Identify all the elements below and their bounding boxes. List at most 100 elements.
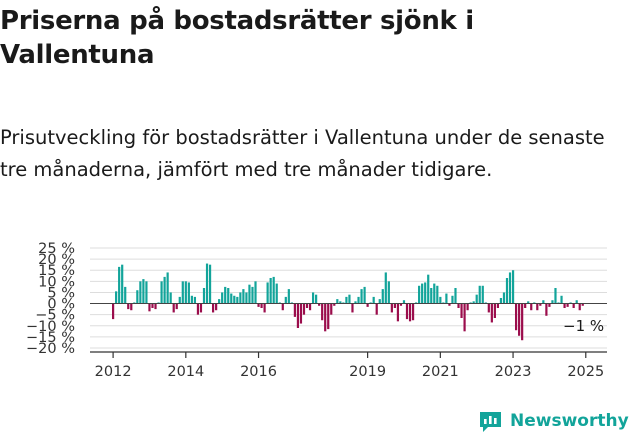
bars xyxy=(112,263,584,341)
x-tick-label: 2025 xyxy=(567,364,604,380)
y-tick-label: −5 % xyxy=(35,308,75,324)
bar xyxy=(215,303,218,311)
bar xyxy=(372,296,375,304)
bar xyxy=(505,278,509,304)
bar xyxy=(439,296,442,304)
bar xyxy=(172,303,175,313)
bar xyxy=(560,295,563,304)
bar xyxy=(318,303,321,306)
bar xyxy=(499,298,503,304)
last-value-annotation: −1 % xyxy=(563,317,604,335)
bar xyxy=(166,272,169,304)
bar xyxy=(139,281,142,304)
y-tick-label: 5 % xyxy=(47,285,75,301)
bar xyxy=(260,303,263,308)
bar xyxy=(493,303,496,318)
bar xyxy=(508,272,512,304)
bar xyxy=(481,285,484,304)
bar xyxy=(127,303,130,310)
bar xyxy=(151,303,154,308)
bar xyxy=(230,293,233,304)
bar xyxy=(466,303,469,311)
bar xyxy=(478,285,481,304)
bar xyxy=(284,296,287,304)
bar xyxy=(266,282,269,304)
x-tick-label: 2023 xyxy=(495,364,532,380)
bar xyxy=(548,303,551,307)
bar xyxy=(115,291,118,304)
bar xyxy=(375,303,378,315)
y-tick-label: 15 % xyxy=(38,263,75,279)
bar xyxy=(472,301,475,304)
y-tick-label: 20 % xyxy=(38,252,75,268)
bar xyxy=(184,281,187,304)
bar xyxy=(160,281,163,304)
bar xyxy=(290,302,293,304)
bar xyxy=(208,264,212,304)
bar xyxy=(442,302,445,304)
bar xyxy=(451,295,454,304)
bar xyxy=(536,303,539,311)
newsworthy-brand: Newsworthy xyxy=(478,408,629,434)
bar xyxy=(199,303,203,313)
bar xyxy=(572,303,575,308)
x-tick-label: 2019 xyxy=(349,364,386,380)
bar xyxy=(227,288,230,304)
bar xyxy=(269,278,272,304)
bar-chart: 25 %20 %15 %10 %5 %0 %−5 %−10 %−15 %−20 … xyxy=(26,241,607,380)
bar xyxy=(418,285,421,304)
bar xyxy=(211,303,215,313)
bar xyxy=(411,303,415,321)
bar xyxy=(178,296,181,304)
bar xyxy=(524,303,527,308)
bar xyxy=(248,284,251,304)
bar xyxy=(321,303,324,321)
bar xyxy=(308,303,312,311)
bar xyxy=(575,300,578,304)
bar xyxy=(563,303,566,308)
bar xyxy=(112,303,115,320)
bar xyxy=(469,302,472,304)
bar xyxy=(463,303,466,332)
bar xyxy=(348,294,351,304)
bar xyxy=(302,303,306,315)
bar xyxy=(333,303,336,306)
bar xyxy=(245,292,248,304)
y-tick-label: −15 % xyxy=(26,330,75,346)
bar xyxy=(342,302,345,304)
bar xyxy=(345,296,348,304)
y-tick-label: −10 % xyxy=(26,319,75,335)
bar xyxy=(278,302,281,304)
newsworthy-logo-icon xyxy=(480,411,501,432)
y-axis-tick-labels: 25 %20 %15 %10 %5 %0 %−5 %−10 %−15 %−20 … xyxy=(26,241,75,357)
bar xyxy=(327,303,330,330)
bar xyxy=(427,274,430,304)
bar xyxy=(299,303,303,324)
y-tick-label: 25 % xyxy=(38,241,75,257)
bar xyxy=(539,303,542,306)
x-tick-label: 2014 xyxy=(167,364,204,380)
bar xyxy=(242,289,245,304)
bar xyxy=(396,303,400,322)
bar xyxy=(163,276,166,304)
bar xyxy=(157,302,160,304)
bar xyxy=(421,283,424,304)
bar xyxy=(296,303,300,328)
bar xyxy=(445,293,448,304)
bar xyxy=(415,302,418,304)
bar xyxy=(514,303,518,331)
bar xyxy=(221,292,224,304)
bar xyxy=(339,301,342,304)
bar xyxy=(527,301,530,304)
brand-name: Newsworthy xyxy=(510,411,629,431)
bar xyxy=(542,300,545,304)
bar xyxy=(381,289,384,304)
bar xyxy=(251,286,254,304)
bar xyxy=(530,303,533,311)
bar xyxy=(272,276,275,304)
y-tick-label: −20 % xyxy=(26,341,75,357)
bar xyxy=(218,299,221,304)
bar xyxy=(521,303,524,341)
bar xyxy=(136,290,139,304)
bar xyxy=(569,302,572,304)
